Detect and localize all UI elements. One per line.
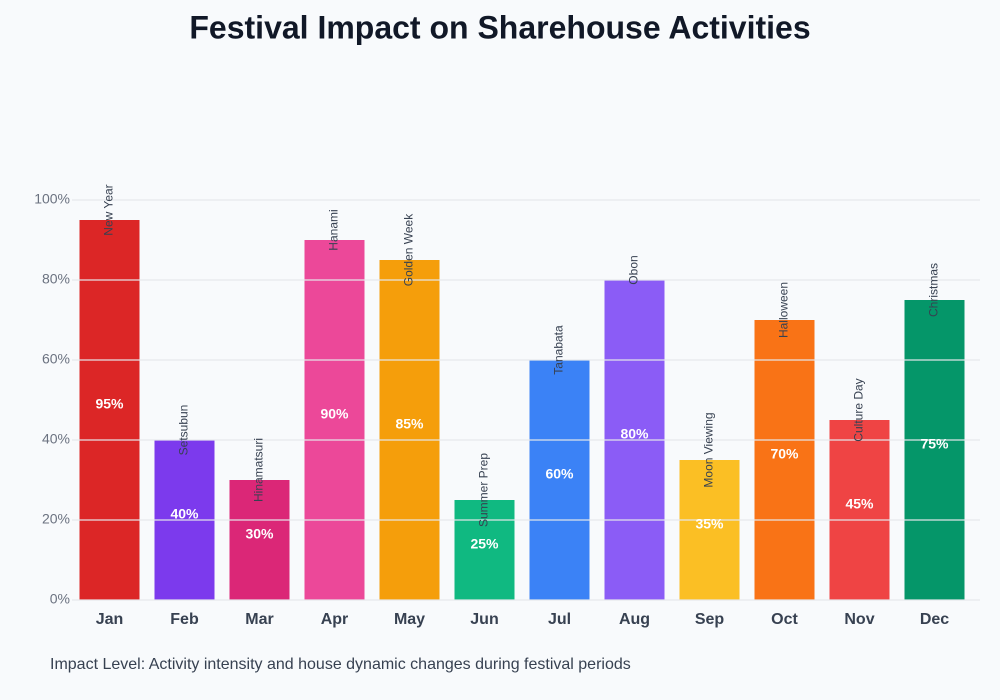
festival-annotation: Hanami xyxy=(327,209,341,250)
festival-annotation: New Year xyxy=(102,184,116,235)
bar xyxy=(829,420,890,600)
festival-annotation: Moon Viewing xyxy=(702,412,716,487)
x-tick-label: Feb xyxy=(170,611,199,628)
bar xyxy=(904,300,965,600)
value-label: 80% xyxy=(620,426,649,442)
bar xyxy=(454,500,515,600)
value-label: 90% xyxy=(320,406,349,422)
value-label: 45% xyxy=(845,496,874,512)
festival-annotation: Tanabata xyxy=(552,325,566,375)
bar xyxy=(379,260,440,600)
x-tick-label: Mar xyxy=(245,611,273,628)
value-label: 85% xyxy=(395,416,424,432)
bar xyxy=(304,240,365,600)
festival-annotation: Culture Day xyxy=(852,378,866,441)
value-label: 40% xyxy=(170,506,199,522)
festival-annotation: Hinamatsuri xyxy=(252,438,266,502)
bar xyxy=(229,480,290,600)
x-tick-label: Apr xyxy=(321,611,349,628)
y-tick-label: 20% xyxy=(42,511,70,527)
x-tick-label: Nov xyxy=(844,611,874,628)
festival-annotation: Obon xyxy=(627,255,641,284)
y-tick-label: 0% xyxy=(50,591,70,607)
x-tick-label: Jul xyxy=(548,611,571,628)
festival-annotation: Setsubun xyxy=(177,405,191,456)
value-label: 95% xyxy=(95,396,124,412)
chart-title: Festival Impact on Sharehouse Activities xyxy=(189,9,810,45)
y-tick-label: 60% xyxy=(42,351,70,367)
y-tick-label: 80% xyxy=(42,271,70,287)
bar xyxy=(679,460,740,600)
x-tick-label: Aug xyxy=(619,611,650,628)
festival-annotation: Golden Week xyxy=(402,213,416,286)
value-label: 60% xyxy=(545,466,574,482)
festival-annotation: Halloween xyxy=(777,282,791,338)
x-tick-label: May xyxy=(394,611,425,628)
value-label: 75% xyxy=(920,436,949,452)
festival-annotation: Summer Prep xyxy=(477,453,491,527)
x-tick-label: Dec xyxy=(920,611,949,628)
value-label: 35% xyxy=(695,516,724,532)
y-tick-label: 40% xyxy=(42,431,70,447)
x-tick-label: Jun xyxy=(470,611,498,628)
festival-annotation: Christmas xyxy=(927,263,941,317)
value-label: 25% xyxy=(470,536,499,552)
bar xyxy=(754,320,815,600)
bar xyxy=(79,220,140,600)
y-tick-label: 100% xyxy=(34,191,70,207)
x-tick-label: Sep xyxy=(695,611,725,628)
value-label: 30% xyxy=(245,526,274,542)
x-tick-label: Jan xyxy=(96,611,124,628)
bar xyxy=(529,360,590,600)
value-label: 70% xyxy=(770,446,799,462)
x-tick-label: Oct xyxy=(771,611,798,628)
caption: Impact Level: Activity intensity and hou… xyxy=(50,656,631,673)
